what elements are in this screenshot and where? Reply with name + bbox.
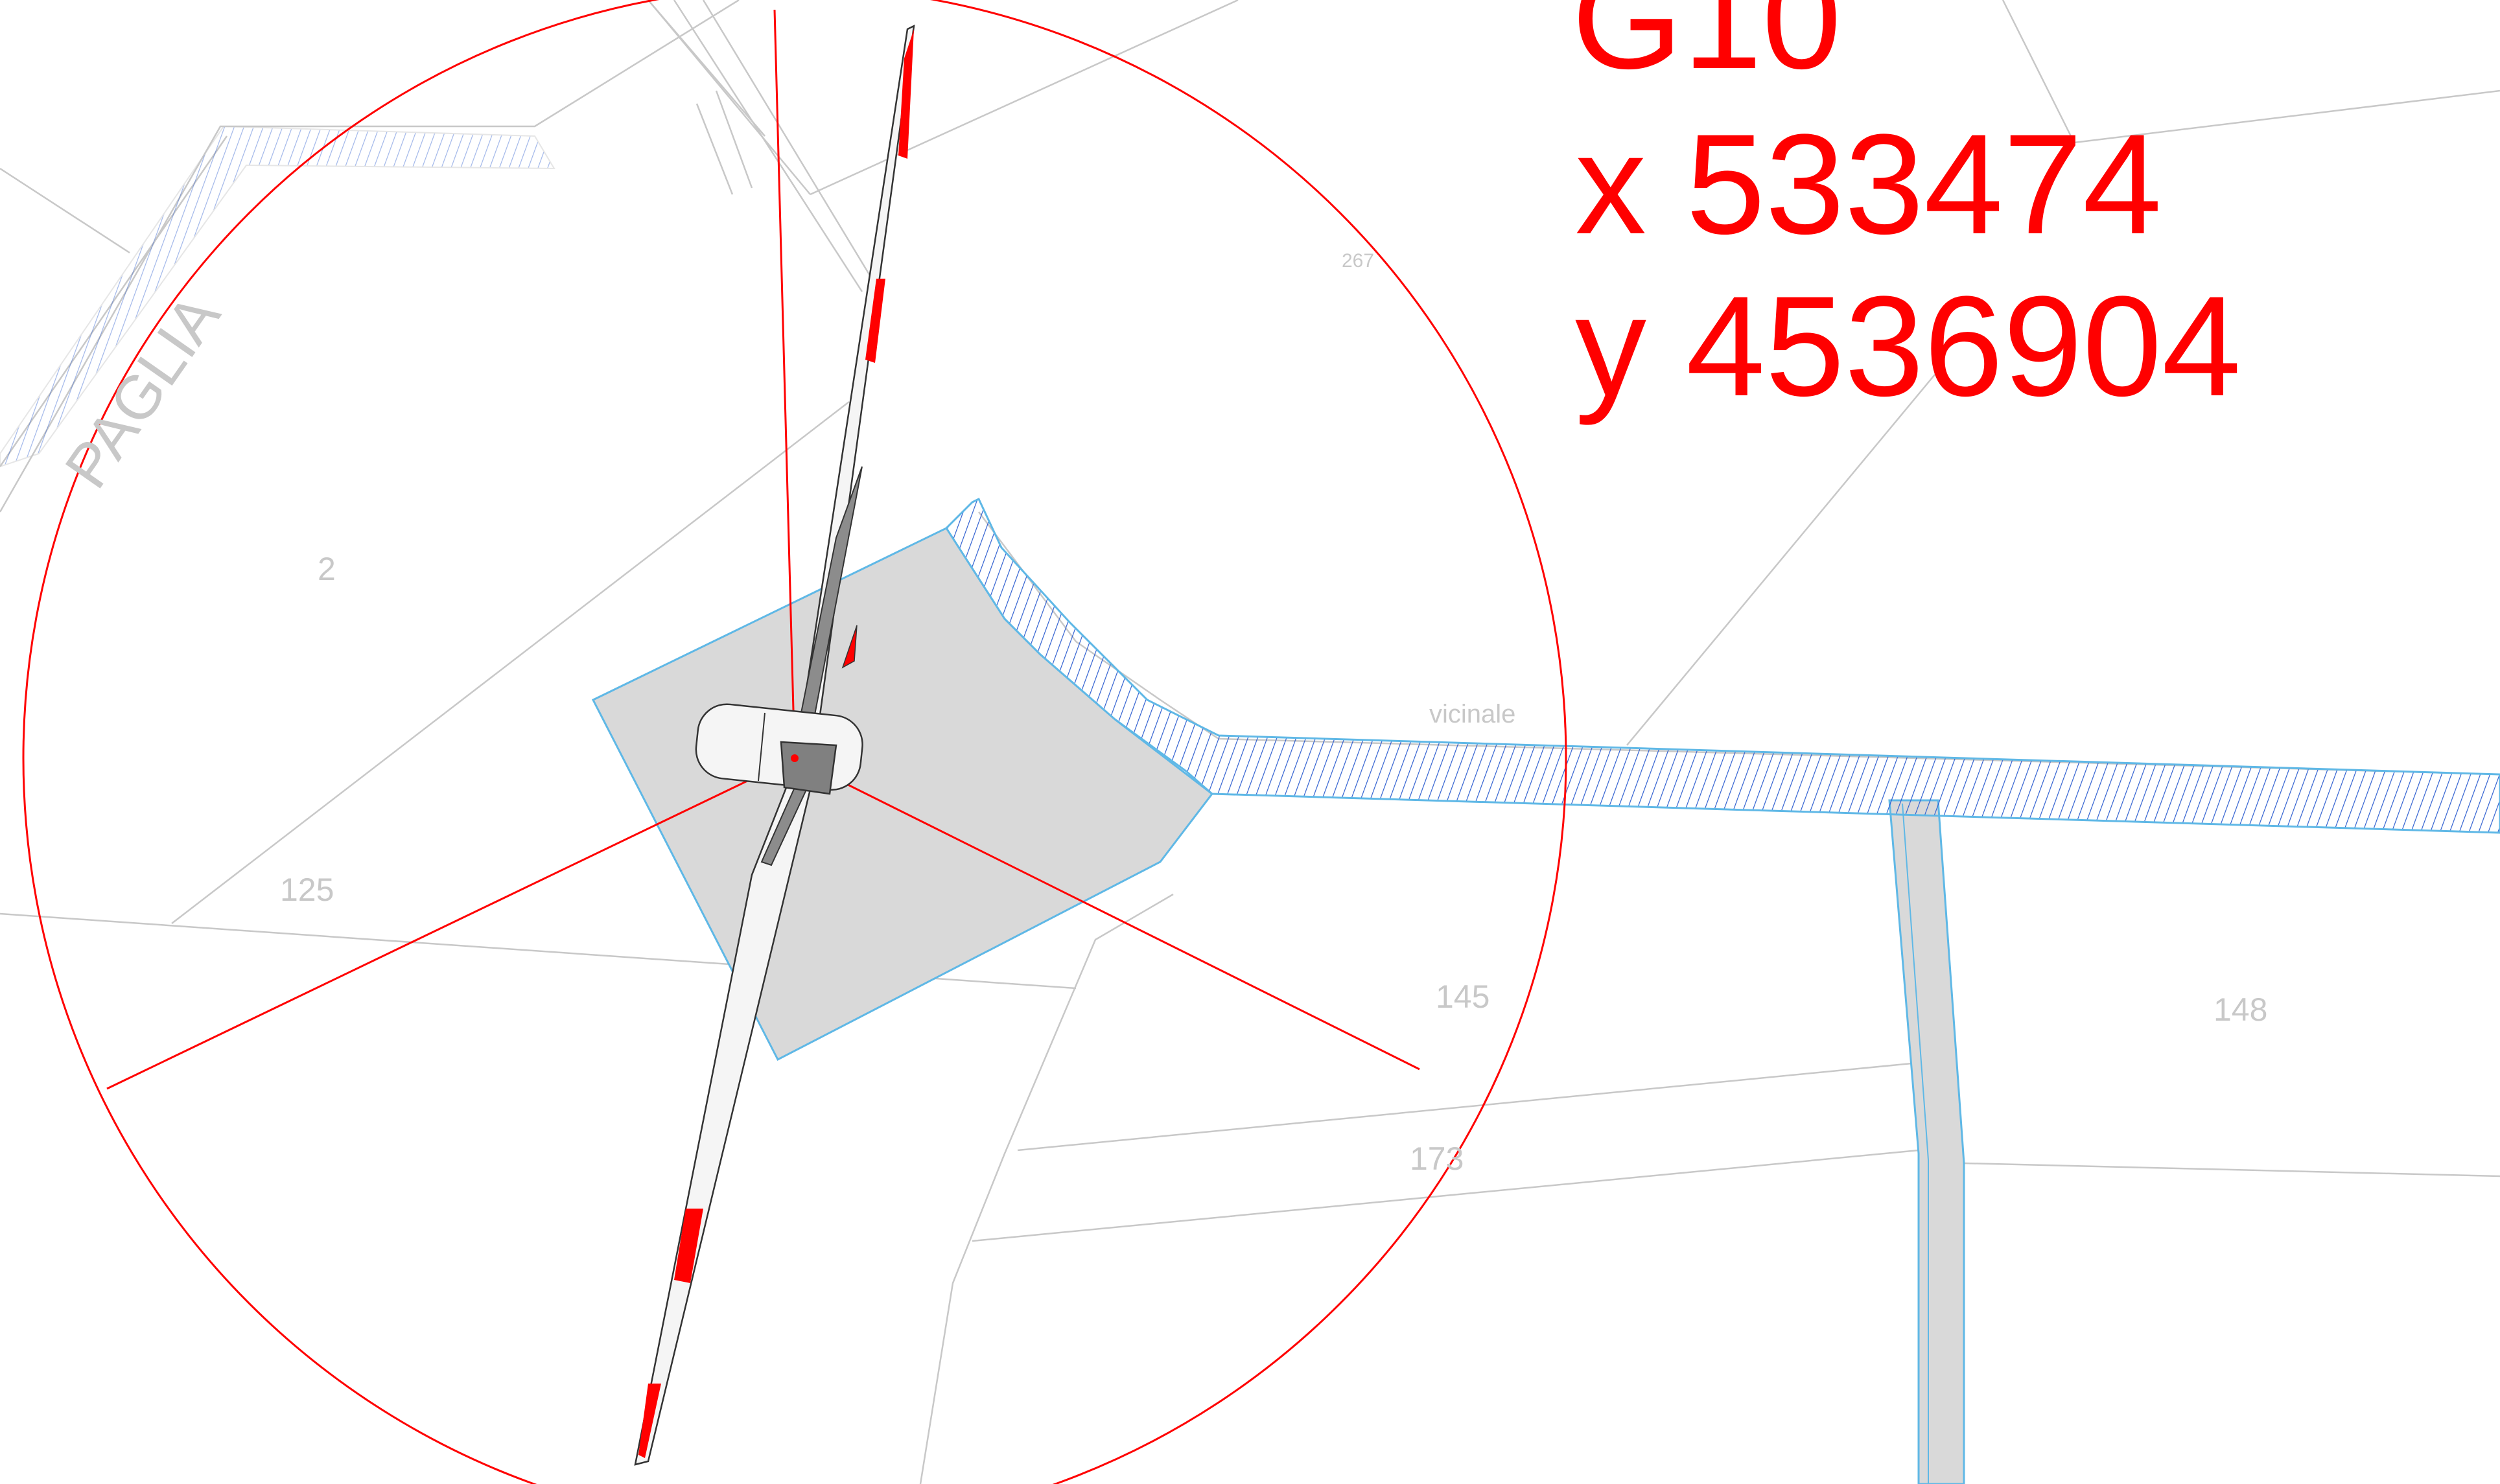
road-label-vicinale: vicinale: [1429, 700, 1515, 728]
parcel-label-267: 267: [1342, 250, 1374, 272]
turbine-x-coordinate: x 533474: [1575, 104, 2162, 264]
rotor-swept-area: [22, 0, 1567, 1484]
parcel-label-173: 173: [1410, 1141, 1464, 1177]
hatched-parcel-strip: [0, 125, 555, 468]
turbine-y-coordinate: y 4536904: [1575, 266, 2241, 426]
parcel-label-2: 2: [318, 551, 336, 587]
parcel-label-125: 125: [280, 872, 334, 908]
crane-pad: [591, 527, 1214, 1061]
parcel-label-145: 145: [1436, 979, 1489, 1015]
turbine-id-label: G10: [1572, 0, 1841, 99]
parcel-label-148: 148: [2214, 991, 2267, 1028]
wind-turbine-icon: [634, 24, 915, 1466]
